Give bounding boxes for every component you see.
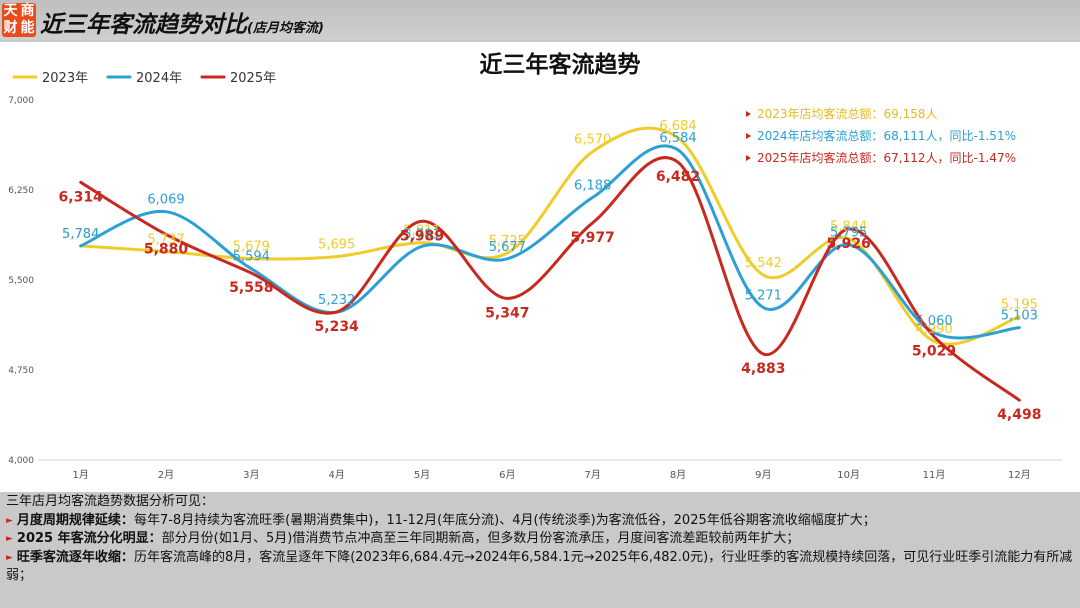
- data-label-y2025: 4,883: [741, 361, 785, 377]
- data-label-y2025: 5,558: [229, 280, 273, 296]
- page-subtitle: (店月均客流): [247, 21, 324, 36]
- data-label-y2025: 4,498: [997, 407, 1041, 423]
- data-label-y2025: 5,234: [315, 319, 360, 335]
- analysis-intro: 三年店月均客流趋势数据分析可见：: [6, 494, 215, 509]
- page-title-text: 近三年客流趋势对比: [40, 12, 247, 38]
- x-tick-label: 5月: [414, 469, 430, 481]
- data-label-y2023: 5,542: [745, 256, 782, 271]
- data-label-y2023: 5,725: [489, 234, 526, 249]
- data-label-y2023: 5,679: [233, 240, 270, 255]
- x-tick-label: 7月: [584, 469, 600, 481]
- annotation-text: 2023年店均客流总额：69,158人: [757, 106, 938, 121]
- series-line-y2024: [79, 144, 1021, 340]
- logo-char: 财: [3, 20, 18, 36]
- data-label-y2024: 5,271: [745, 288, 782, 303]
- data-label-y2024: 6,584: [659, 131, 696, 146]
- data-label-y2024: 6,188: [574, 178, 611, 193]
- data-label-y2025: 5,977: [571, 230, 615, 246]
- x-tick-label: 12月: [1008, 469, 1031, 481]
- annotation-text: 2024年店均客流总额：68,111人，同比-1.51%: [757, 128, 1016, 143]
- page-title: 近三年客流趋势对比(店月均客流): [40, 5, 324, 39]
- x-tick-label: 11月: [923, 469, 946, 481]
- analysis-key: 旺季客流逐年收缩：: [16, 549, 134, 565]
- data-label-y2025: 5,989: [400, 228, 444, 244]
- logo-char: 商: [20, 3, 35, 19]
- legend-label: 2025年: [230, 71, 276, 86]
- data-label-y2023: 5,695: [318, 238, 355, 253]
- data-label-y2024: 5,781: [403, 227, 440, 242]
- data-label-y2024: 5,594: [233, 250, 270, 265]
- data-label-y2023: 6,684: [659, 119, 696, 134]
- data-label-y2023: 5,737: [147, 233, 184, 248]
- series-line-y2025: [79, 156, 1021, 402]
- line-chart: 4,000 4,750 5,500 6,250 7,000 1月 2月 3月 4月 5月 6月 7月 8…: [8, 51, 1062, 481]
- data-label-y2025: 6,314: [59, 189, 104, 205]
- bullet-icon: [746, 155, 751, 161]
- bullet-icon: ►: [6, 552, 13, 563]
- y-tick-label: 5,500: [8, 276, 34, 286]
- analysis-section: 三年店月均客流趋势数据分析可见： ► 月度周期规律延续：每年7-8月持续为客流旺季…: [6, 493, 1076, 586]
- data-label-y2024: 5,232: [318, 293, 355, 308]
- legend-label: 2023年: [42, 71, 88, 86]
- bullet-icon: [746, 111, 751, 117]
- brand-logo: 天 商 财 能: [2, 3, 36, 37]
- data-label-y2024: 5,784: [62, 227, 99, 242]
- y-tick-label: 4,000: [8, 456, 34, 466]
- data-label-y2025: 5,880: [144, 241, 189, 257]
- x-tick-label: 4月: [328, 469, 344, 481]
- logo-char: 能: [20, 20, 35, 36]
- chart-title: 近三年客流趋势: [480, 51, 641, 78]
- logo-char: 天: [3, 3, 18, 19]
- data-label-y2023: 5,195: [1001, 298, 1038, 313]
- data-label-y2025: 5,347: [485, 305, 529, 321]
- data-label-y2025: 5,029: [912, 344, 956, 360]
- analysis-key: 月度周期规律延续：: [16, 512, 134, 528]
- analysis-key: 2025 年客流分化明显：: [16, 531, 162, 546]
- data-label-y2023: 5,784: [62, 227, 99, 242]
- y-tick-label: 6,250: [8, 186, 34, 196]
- data-label-y2023: 5,844: [830, 220, 867, 235]
- header-bar: 天 商 财 能 近三年客流趋势对比(店月均客流): [0, 0, 1080, 40]
- analysis-text: 每年7-8月持续为客流旺季(暑期消费集中)，11-12月(年底分流)、4月(传统…: [133, 512, 876, 528]
- analysis-item: ► 2025 年客流分化明显：部分月份(如1月、5月)借消费节点冲高至三年同期新高…: [6, 530, 1076, 549]
- data-label-y2023: 6,570: [574, 133, 611, 148]
- bullet-icon: ►: [6, 515, 13, 526]
- chart-panel: 4,000 4,750 5,500 6,250 7,000 1月 2月 3月 4月 5月 6月 7月 8…: [0, 42, 1080, 492]
- data-label-y2025: 5,926: [827, 236, 871, 252]
- y-tick-label: 7,000: [8, 96, 34, 106]
- data-label-y2023: 5,811: [403, 224, 440, 239]
- data-label-y2023: 4,990: [915, 322, 952, 337]
- x-tick-label: 9月: [755, 469, 771, 481]
- analysis-text: 历年客流高峰的8月，客流呈逐年下降(2023年6,684.4元→2024年6,5…: [6, 549, 1073, 584]
- bullet-icon: ►: [6, 534, 13, 544]
- analysis-item: ► 旺季客流逐年收缩：历年客流高峰的8月，客流呈逐年下降(2023年6,684.4…: [6, 549, 1076, 586]
- data-label-y2025: 6,482: [656, 169, 700, 185]
- data-label-y2024: 5,103: [1001, 309, 1038, 324]
- data-label-y2024: 5,060: [915, 314, 952, 329]
- x-tick-label: 2月: [158, 469, 174, 481]
- x-tick-label: 3月: [243, 469, 259, 481]
- x-tick-label: 8月: [670, 469, 686, 481]
- data-label-y2024: 5,677: [489, 240, 526, 255]
- data-label-y2024: 5,795: [830, 226, 867, 241]
- bullet-icon: [746, 133, 751, 139]
- x-tick-label: 10月: [837, 469, 860, 481]
- data-label-y2024: 6,069: [147, 193, 184, 208]
- analysis-item: ► 月度周期规律延续：每年7-8月持续为客流旺季(暑期消费集中)，11-12月(年…: [6, 512, 1076, 531]
- x-tick-label: 1月: [72, 469, 88, 481]
- analysis-text: 部分月份(如1月、5月)借消费节点冲高至三年同期新高，但多数月份客流承压，月度间…: [161, 531, 800, 546]
- y-tick-label: 4,750: [8, 366, 34, 376]
- legend-label: 2024年: [136, 71, 182, 86]
- x-tick-label: 6月: [499, 469, 515, 481]
- annotation-text: 2025年店均客流总额：67,112人，同比-1.47%: [757, 150, 1016, 165]
